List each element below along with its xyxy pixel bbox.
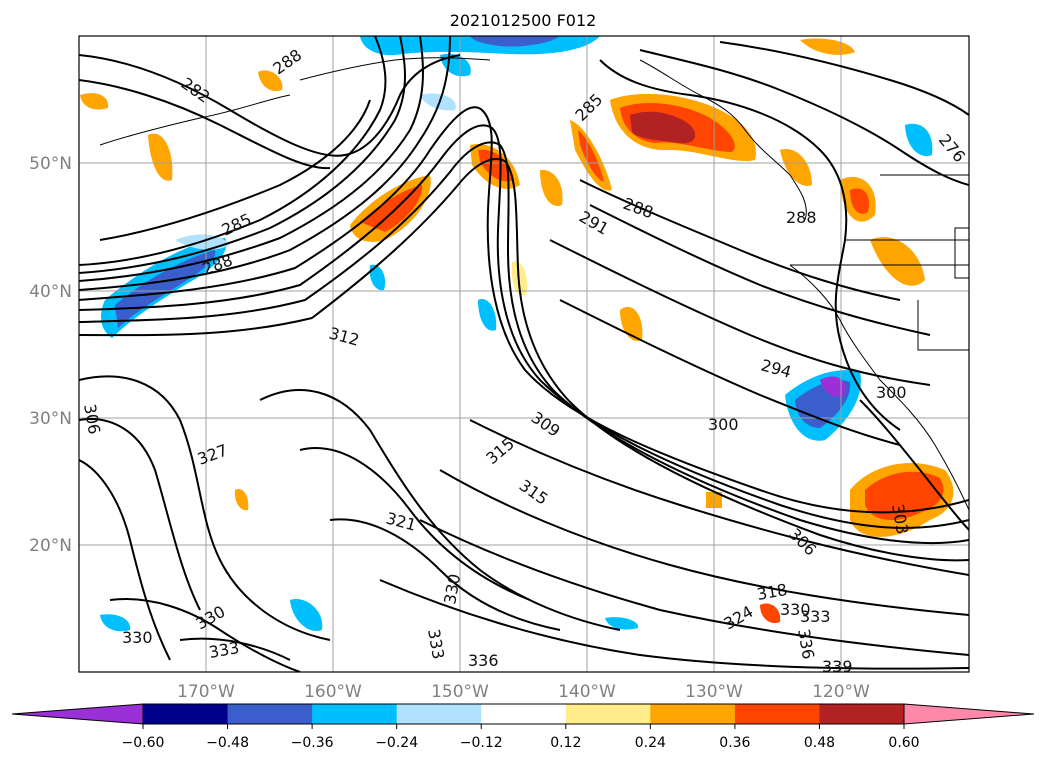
contour-label: 300 (876, 383, 907, 402)
colorbar-segment (650, 704, 736, 724)
colorbar-outline (142, 703, 905, 725)
colorbar-tick-label: −0.24 (375, 735, 418, 751)
coastlines (99, 57, 969, 511)
contour-label: 330 (122, 628, 153, 647)
contour-label: 300 (708, 415, 739, 434)
colorbar: −0.60 −0.48 −0.36 −0.24 −0.12 0.12 0.24 0.36 0.4… (11, 703, 1035, 751)
colorbar-extend-high (903, 703, 1035, 725)
colorbar-segment (481, 704, 567, 724)
lon-label: 150°W (431, 682, 489, 702)
lat-label: 50°N (29, 154, 72, 174)
lon-label: 140°W (558, 682, 616, 702)
map-content (79, 36, 969, 672)
height-contours (79, 36, 969, 672)
colorbar-tick-label: −0.36 (291, 735, 334, 751)
lon-label: 170°W (177, 682, 235, 702)
colorbar-segment (143, 704, 229, 724)
colorbar-segment (819, 704, 905, 724)
colorbar-tick-label: 0.24 (635, 735, 666, 751)
colorbar-tick-label: 0.12 (550, 735, 581, 751)
map-background (79, 36, 969, 672)
lat-label: 20°N (29, 536, 72, 556)
contour-label: 339 (822, 657, 853, 676)
colorbar-extend-low (11, 703, 144, 725)
lon-label: 120°W (812, 682, 870, 702)
contour-label: 333 (800, 607, 831, 626)
colorbar-tick-label: −0.48 (206, 735, 249, 751)
lon-label: 160°W (304, 682, 362, 702)
map-frame (78, 35, 970, 673)
colorbar-segment (565, 704, 651, 724)
graticule (79, 36, 969, 672)
colorbar-tick-label: −0.60 (122, 735, 165, 751)
colorbar-segment (227, 704, 313, 724)
colorbar-segment (396, 704, 482, 724)
contour-label: 288 (786, 208, 817, 227)
lat-label: 40°N (29, 282, 72, 302)
contour-label: 330 (780, 600, 811, 619)
contour-label: 336 (468, 651, 499, 670)
colorbar-tick-label: 0.60 (888, 735, 919, 751)
colorbar-segment (312, 704, 398, 724)
warm-anomaly-regions (80, 38, 954, 624)
lat-label: 30°N (29, 409, 72, 429)
latitude-labels: 50°N 40°N 30°N 20°N (29, 154, 72, 556)
longitude-labels: 170°W 160°W 150°W 140°W 130°W 120°W (177, 682, 870, 702)
map-title: 2021012500 F012 (450, 11, 597, 30)
colorbar-tick-label: 0.36 (719, 735, 750, 751)
cool-anomaly-regions (100, 36, 933, 632)
colorbar-segment (734, 704, 820, 724)
colorbar-tick-label: −0.12 (460, 735, 503, 751)
lon-label: 130°W (685, 682, 743, 702)
colorbar-tick-label: 0.48 (804, 735, 835, 751)
